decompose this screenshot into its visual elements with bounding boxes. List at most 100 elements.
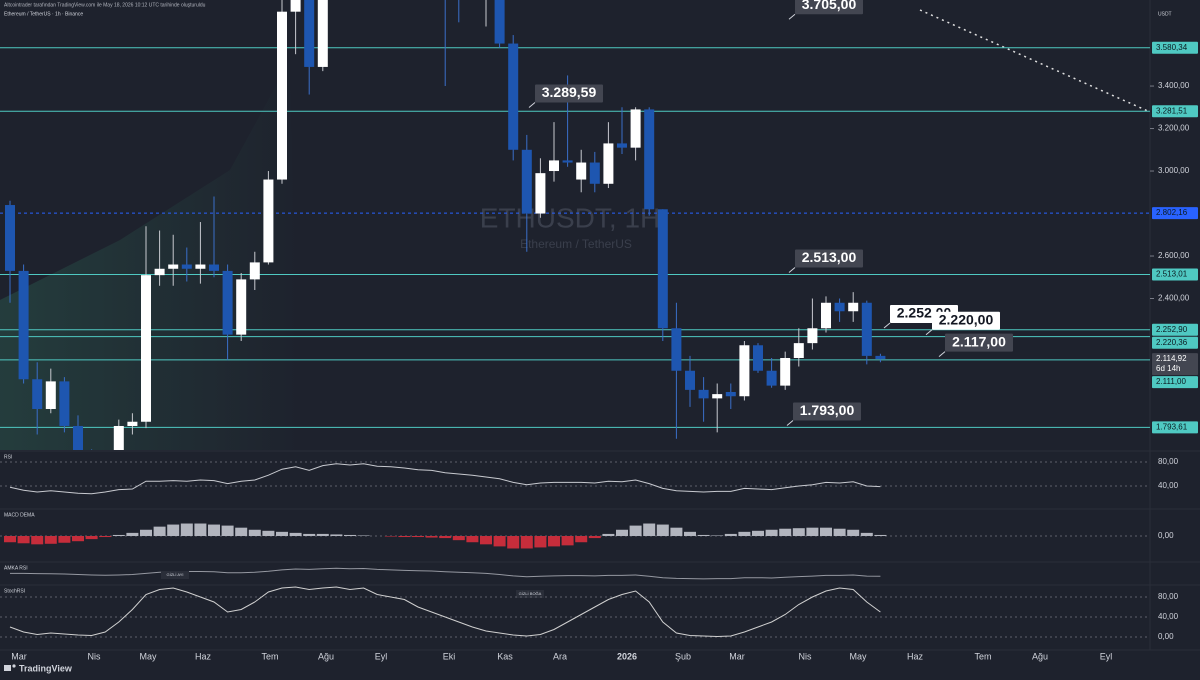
x-tick-label: Nis	[88, 651, 101, 661]
histogram-bar	[85, 536, 98, 540]
watermark-symbol: ETHUSDT, 1H	[480, 202, 660, 233]
candle-body	[113, 425, 124, 450]
histogram-bar	[72, 536, 84, 542]
candle-body	[603, 143, 614, 184]
candle-body	[277, 11, 287, 180]
current-price-label: 2.114,92	[1156, 354, 1187, 363]
countdown: 6d 14h	[1156, 364, 1180, 373]
histogram-bar	[752, 530, 764, 536]
candle-body	[589, 162, 600, 184]
histogram-bar	[221, 525, 234, 536]
y-tick-label: 40,00	[1158, 481, 1179, 490]
level-label: 2.111,00	[1156, 377, 1187, 386]
annotation-connector	[788, 13, 796, 20]
histogram-bar	[575, 536, 588, 543]
annotation-connector	[528, 102, 536, 108]
x-tick-label: Ağu	[318, 651, 334, 661]
x-tick-label: Ara	[553, 651, 567, 661]
panel-title: MACD DEMA	[4, 512, 35, 518]
candle-body	[73, 425, 83, 450]
histogram-bar	[140, 529, 152, 536]
x-tick-label: Tem	[974, 651, 991, 661]
histogram-bar	[384, 536, 397, 537]
histogram-bar	[398, 536, 411, 538]
candle-body	[712, 394, 723, 399]
candle-body	[5, 205, 15, 271]
histogram-bar	[235, 527, 248, 536]
level-label: 2.220,36	[1156, 338, 1188, 347]
candle-body	[521, 149, 532, 214]
candle-body	[875, 355, 886, 360]
histogram-bar	[779, 528, 792, 536]
credit: Altcointrader tarafından TradingView.com…	[4, 2, 206, 8]
level-label: 2.802,16	[1156, 208, 1188, 217]
annotation-label: 3.289,59	[542, 84, 597, 100]
histogram-bar	[833, 528, 846, 536]
logo-mark	[4, 665, 11, 671]
x-tick-label: Eyl	[375, 651, 388, 661]
current-price-box	[1152, 353, 1198, 376]
candle-body	[127, 421, 138, 426]
candle-body	[494, 0, 505, 44]
candle-body	[861, 302, 872, 356]
histogram-bar	[520, 536, 533, 549]
candle-body	[195, 264, 206, 269]
level-label-box	[1152, 323, 1198, 336]
histogram-bar	[711, 535, 724, 536]
histogram-bar	[452, 536, 465, 541]
candle-body	[222, 270, 233, 335]
level-label-box	[1152, 207, 1198, 220]
level-label: 2.252,90	[1156, 325, 1188, 334]
annotation-connector	[925, 329, 933, 336]
y-tick-label: 2.600,00	[1158, 251, 1190, 260]
currency: USDT	[1158, 11, 1172, 17]
candle-body	[698, 389, 709, 399]
candle-body	[18, 270, 29, 380]
indicator-line	[9, 463, 881, 495]
histogram-bar	[561, 536, 574, 546]
candle-body	[562, 160, 573, 163]
histogram-bar	[493, 536, 506, 547]
x-tick-label: Ağu	[1032, 651, 1048, 661]
y-tick-label: 3.200,00	[1158, 124, 1190, 133]
x-tick-label: Eki	[443, 651, 456, 661]
histogram-bar	[153, 526, 166, 536]
candle-body	[753, 345, 763, 371]
x-tick-label: Haz	[907, 651, 924, 661]
histogram-bar	[643, 523, 656, 536]
histogram-bar	[262, 530, 275, 536]
level-label-box	[1152, 376, 1198, 389]
histogram-bar	[58, 536, 71, 543]
histogram-bar	[180, 523, 193, 536]
x-tick-label: Şub	[675, 651, 691, 661]
note-box	[161, 571, 189, 579]
y-tick-label: 80,00	[1158, 457, 1179, 466]
x-tick-label: Haz	[195, 651, 212, 661]
note-label: GİZLİ AYI	[166, 572, 183, 577]
annotation-connector	[786, 420, 794, 426]
level-label-box	[1152, 105, 1198, 118]
y-tick-label: 3.400,00	[1158, 81, 1190, 90]
histogram-bar	[738, 531, 751, 536]
x-tick-label: Tem	[261, 651, 278, 661]
y-tick-label: 80,00	[1158, 592, 1179, 601]
histogram-bar	[697, 534, 710, 536]
candle-body	[181, 264, 192, 269]
logo-dot	[12, 664, 16, 668]
histogram-bar	[616, 529, 628, 536]
symbol: Ethereum / TetherUS · 1h · Binance	[4, 11, 83, 17]
annotation-connector	[883, 322, 891, 329]
level-label-box	[1152, 421, 1198, 434]
level-label-box	[1152, 268, 1198, 281]
candle-body	[644, 109, 655, 210]
histogram-bar	[276, 531, 288, 536]
histogram-bar	[765, 529, 778, 536]
annotation-connector	[938, 351, 946, 358]
histogram-bar	[874, 534, 887, 536]
level-label-box	[1152, 41, 1198, 54]
x-tick-label: May	[849, 651, 867, 661]
candle-body	[821, 302, 831, 329]
candle-body	[834, 302, 845, 312]
candle-body	[508, 43, 519, 150]
histogram-bar	[439, 536, 452, 539]
